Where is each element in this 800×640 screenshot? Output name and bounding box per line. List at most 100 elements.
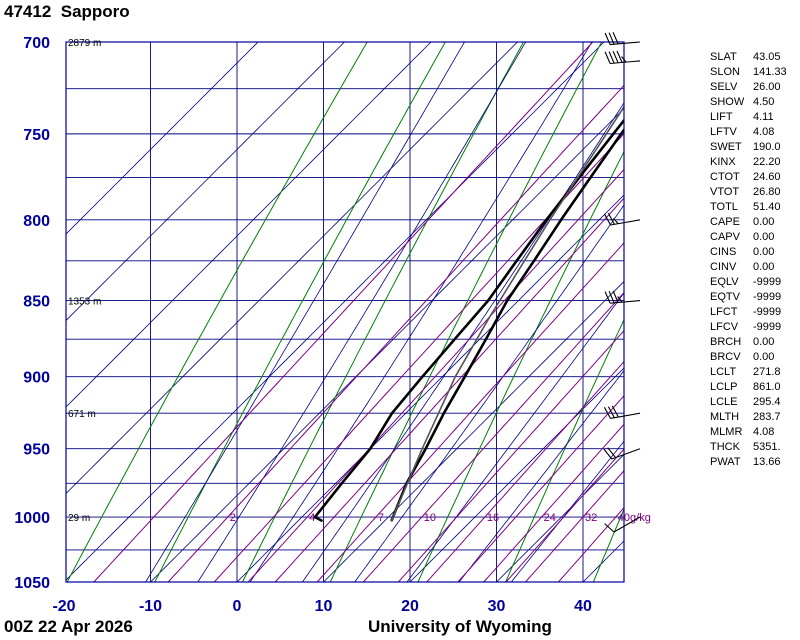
index-value: 190.0 [753, 141, 781, 153]
data-source: University of Wyoming [368, 617, 552, 636]
mixing-ratio-line [316, 242, 624, 582]
isotherm [495, 453, 624, 582]
index-value: 26.00 [753, 81, 781, 93]
index-row-kinx: KINX 22.20 [710, 155, 787, 170]
mixing-ratio-line [524, 469, 624, 582]
temperature-point [654, 88, 655, 89]
index-row-slon: SLON 141.33 [710, 65, 787, 80]
index-row-mlmr: MLMR 4.08 [710, 425, 787, 440]
dewpoint-point [516, 260, 518, 262]
index-row-eqlv: EQLV -9999 [710, 275, 787, 290]
index-row-lift: LIFT 4.11 [710, 110, 787, 125]
mixing-ratio-label: 16 [487, 512, 499, 524]
index-row-show: SHOW 4.50 [710, 95, 787, 110]
pressure-tick-label: 950 [23, 442, 50, 459]
pressure-tick-label: 750 [23, 127, 50, 144]
index-row-lclt: LCLT 271.8 [710, 365, 787, 380]
dry-adiabat [592, 508, 624, 582]
index-value: 0.00 [753, 246, 775, 258]
mixing-ratio-line [247, 168, 624, 582]
temperature-point [688, 41, 689, 42]
index-value: 24.60 [753, 171, 781, 183]
wind-barb [603, 405, 641, 419]
wind-barb [603, 447, 641, 460]
mixing-ratio-line [483, 423, 624, 582]
pressure-tick-label: 1000 [14, 510, 50, 527]
dewpoint-point [421, 376, 423, 378]
index-row-swet: SWET 190.0 [710, 140, 787, 155]
temperature-tick-label: 40 [574, 598, 592, 615]
index-value: 0.00 [753, 336, 775, 348]
wind-barb-feather [604, 32, 611, 45]
height-label: 1353 m [68, 297, 101, 308]
index-name: SELV [710, 81, 738, 93]
dewpoint-point [314, 516, 316, 518]
parcel-point [454, 376, 456, 378]
index-row-lfct: LFCT -9999 [710, 305, 787, 320]
index-name: LFCT [710, 306, 738, 318]
index-value: 861.0 [753, 381, 781, 393]
index-value: 141.33 [753, 66, 787, 78]
temperature-tick-label: -20 [52, 598, 75, 615]
parcel-point [390, 520, 392, 522]
temperature-point [560, 219, 562, 221]
dewpoint-point [680, 41, 681, 42]
mixing-ratio-label: 24 [544, 512, 556, 524]
temperature-point [425, 448, 427, 450]
index-name: LCLP [710, 381, 738, 393]
index-name: LFCV [710, 321, 739, 333]
isotherm [322, 280, 624, 582]
background-lines [66, 42, 624, 582]
index-row-brcv: BRCV 0.00 [710, 350, 787, 365]
pressure-tick-label: 700 [23, 35, 50, 52]
moist-adiabat [197, 42, 527, 582]
index-name: KINX [710, 156, 736, 168]
index-name: LIFT [710, 111, 733, 123]
mixing-ratio-line [426, 360, 624, 582]
wind-barb-feather [611, 405, 619, 418]
wind-barb-feather [617, 296, 623, 303]
pressure-tick-label: 800 [23, 213, 50, 230]
mixing-ratio-label: 32 [585, 512, 597, 524]
mixing-ratio-line [274, 197, 624, 582]
mixing-ratio-label: 7 [378, 512, 384, 524]
index-row-selv: SELV 26.00 [710, 80, 787, 95]
wind-barbs [603, 32, 641, 533]
wind-barb-feather [607, 406, 615, 418]
dewpoint-point [612, 133, 614, 135]
dewpoint-point [648, 88, 649, 89]
wind-barb-staff [613, 516, 641, 533]
index-name: CAPE [710, 216, 740, 228]
index-name: THCK [710, 441, 740, 453]
index-value: 4.11 [753, 111, 774, 123]
index-value: 283.7 [753, 411, 781, 423]
isotherm [66, 42, 259, 235]
temperature-point [443, 412, 445, 414]
mixing-ratio-line [213, 133, 624, 582]
temperature-tick-label: 10 [315, 598, 333, 615]
wind-barb [604, 50, 641, 65]
index-row-cinv: CINV 0.00 [710, 260, 787, 275]
index-value: 295.4 [753, 396, 781, 408]
index-row-mlth: MLTH 283.7 [710, 410, 787, 425]
wind-barb-staff [610, 300, 641, 304]
mixing-ratio-label: 4 [309, 512, 315, 524]
dry-adiabat [417, 150, 624, 582]
mixing-ratio-line [397, 329, 624, 582]
wind-barb-feather [603, 407, 611, 419]
index-row-ctot: CTOT 24.60 [710, 170, 787, 185]
mixing-ratio-line [557, 506, 624, 582]
moist-adiabat [406, 292, 624, 582]
index-value: 4.08 [753, 126, 775, 138]
sounding-profiles [313, 41, 689, 523]
index-value: 4.08 [753, 426, 775, 438]
temperature-tick-label: 0 [233, 598, 242, 615]
index-row-cape: CAPE 0.00 [710, 215, 787, 230]
index-name: CINS [710, 246, 737, 258]
height-label: 671 m [68, 409, 96, 420]
index-value: 51.40 [753, 201, 781, 213]
index-value: 22.20 [753, 156, 781, 168]
index-name: MLTH [710, 411, 740, 423]
parcel-point [549, 219, 551, 221]
